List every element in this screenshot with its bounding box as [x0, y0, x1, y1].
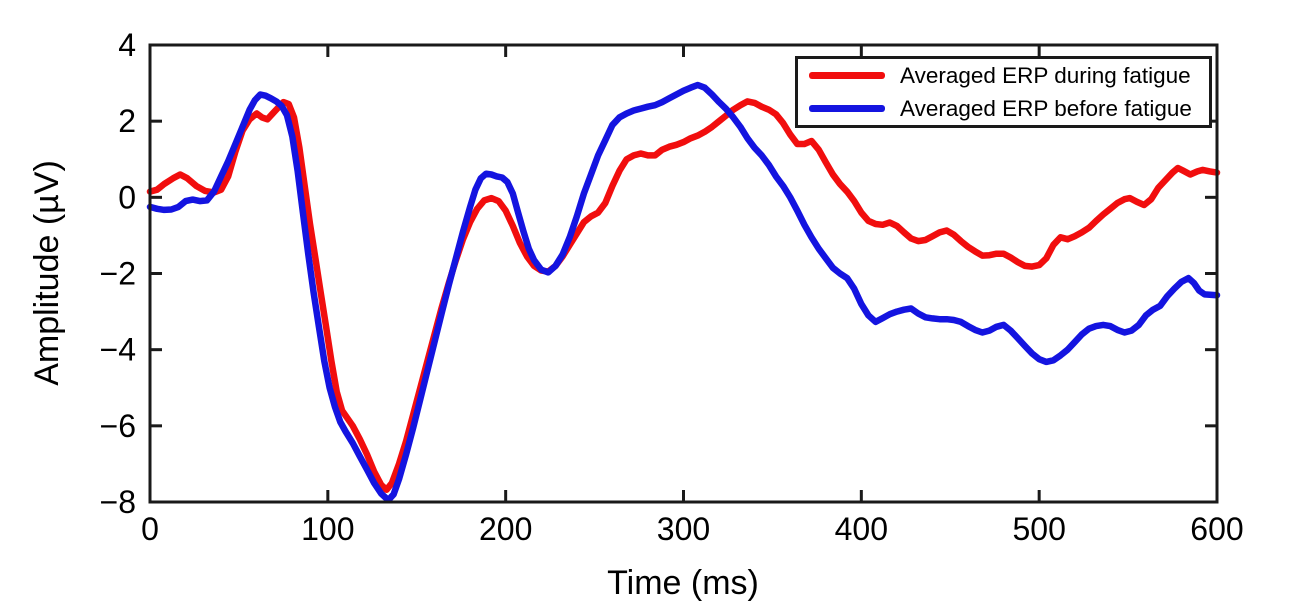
legend: Averaged ERP during fatigue Averaged ERP…	[795, 56, 1212, 128]
plot-frame	[148, 43, 1219, 504]
tick-labels: 0 100 200 300 400 500 600 −8 −6 −4 −2 0 2 4	[100, 27, 1244, 547]
axis-ticks	[150, 45, 1217, 502]
y-tick-label: −6	[100, 408, 136, 444]
x-tick-label: 600	[1190, 511, 1243, 547]
x-tick-label: 300	[657, 511, 710, 547]
y-tick-label: −2	[100, 256, 136, 292]
y-tick-label: 2	[118, 103, 136, 139]
x-tick-label: 0	[141, 511, 159, 547]
y-axis-label: Amplitude (µV)	[28, 160, 66, 386]
series-line-before-fatigue	[146, 81, 1221, 504]
x-tick-label: 100	[301, 511, 354, 547]
legend-item-before-fatigue: Averaged ERP before fatigue	[798, 92, 1209, 125]
legend-label: Averaged ERP during fatigue	[900, 62, 1191, 88]
y-tick-label: −8	[100, 484, 136, 520]
y-tick-label: 0	[118, 179, 136, 215]
legend-label: Averaged ERP before fatigue	[900, 95, 1192, 121]
red-line-swatch	[809, 72, 885, 79]
x-tick-label: 200	[479, 511, 532, 547]
x-tick-label: 500	[1012, 511, 1065, 547]
x-axis-label: Time (ms)	[607, 564, 759, 602]
y-tick-label: −4	[100, 332, 136, 368]
legend-item-during-fatigue: Averaged ERP during fatigue	[798, 59, 1209, 92]
blue-line-swatch	[809, 105, 885, 112]
x-tick-label: 400	[835, 511, 888, 547]
series-lines	[146, 81, 1221, 504]
y-tick-label: 4	[118, 27, 136, 63]
series-line-during-fatigue	[146, 98, 1221, 494]
